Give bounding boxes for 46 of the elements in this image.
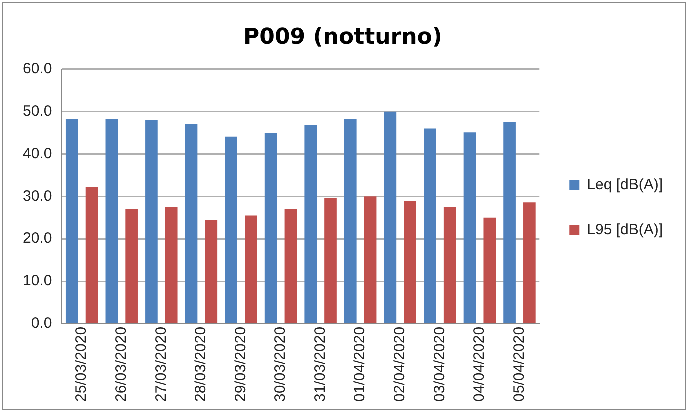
bar: [484, 218, 496, 324]
x-tick-label: 26/03/2020: [113, 326, 130, 402]
y-tick-label: 50.0: [22, 102, 52, 120]
chart-title: P009 (notturno): [244, 24, 442, 50]
bar: [464, 132, 476, 324]
bar: [66, 119, 78, 324]
bar: [364, 196, 377, 324]
x-tick-label: 31/03/2020: [312, 326, 329, 402]
bar: [504, 122, 516, 324]
y-tick-label: 0.0: [31, 315, 52, 332]
bar: [444, 207, 456, 324]
bar: [245, 216, 258, 324]
x-tick-label: 02/04/2020: [392, 326, 409, 402]
legend-label: L95 [dB(A)]: [587, 222, 664, 239]
y-tick-label: 10.0: [22, 272, 52, 290]
y-tick-label: 30.0: [22, 188, 52, 205]
bar: [524, 202, 536, 324]
x-tick-label: 30/03/2020: [272, 326, 290, 402]
bar: [165, 207, 178, 324]
bar: [126, 209, 138, 324]
x-tick-label: 29/03/2020: [232, 326, 250, 402]
bar: [324, 198, 337, 324]
bar: [106, 119, 118, 324]
bar: [344, 119, 357, 324]
x-tick-label: 05/04/2020: [510, 326, 528, 402]
x-tick-label: 28/03/2020: [192, 326, 210, 402]
legend-label: Leq [dB(A)]: [587, 176, 664, 194]
bar: [404, 201, 416, 324]
bar: [384, 112, 397, 324]
y-tick-label: 60.0: [22, 60, 52, 78]
x-tick-label: 25/03/2020: [73, 326, 90, 402]
bar: [304, 124, 318, 324]
bar: [424, 128, 436, 324]
y-tick-label: 20.0: [22, 230, 52, 248]
bar: [146, 120, 158, 324]
bar: [205, 220, 218, 324]
bar: [264, 133, 278, 324]
x-tick-label: 04/04/2020: [471, 326, 488, 402]
bar: [86, 187, 98, 324]
x-tick-label: 01/04/2020: [352, 326, 369, 402]
bar: [225, 136, 238, 324]
y-tick-label: 40.0: [22, 145, 52, 162]
bar: [284, 209, 298, 324]
x-tick-label: 03/04/2020: [431, 326, 448, 402]
bar: [185, 124, 198, 324]
x-tick-label: 27/03/2020: [152, 326, 170, 402]
